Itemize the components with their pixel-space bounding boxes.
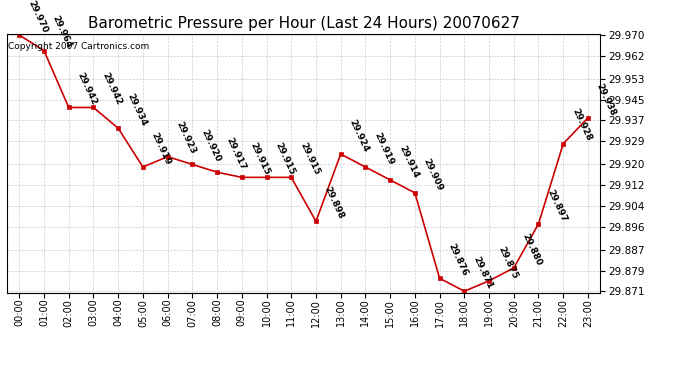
Text: 29.917: 29.917	[224, 136, 247, 171]
Text: 29.871: 29.871	[471, 255, 494, 290]
Text: 29.942: 29.942	[100, 71, 124, 107]
Title: Barometric Pressure per Hour (Last 24 Hours) 20070627: Barometric Pressure per Hour (Last 24 Ho…	[88, 16, 520, 31]
Text: 29.934: 29.934	[125, 92, 148, 128]
Text: 29.942: 29.942	[76, 71, 99, 107]
Text: 29.938: 29.938	[595, 82, 618, 117]
Text: 29.920: 29.920	[199, 128, 222, 164]
Text: 29.875: 29.875	[496, 244, 519, 280]
Text: 29.919: 29.919	[373, 131, 395, 166]
Text: 29.909: 29.909	[422, 157, 444, 192]
Text: 29.915: 29.915	[298, 141, 321, 177]
Text: 29.924: 29.924	[348, 118, 371, 153]
Text: 29.915: 29.915	[273, 141, 296, 177]
Text: 29.880: 29.880	[521, 232, 544, 267]
Text: 29.970: 29.970	[26, 0, 49, 34]
Text: 29.915: 29.915	[248, 141, 272, 177]
Text: 29.898: 29.898	[323, 185, 346, 220]
Text: 29.914: 29.914	[397, 144, 420, 179]
Text: 29.919: 29.919	[150, 131, 172, 166]
Text: 29.897: 29.897	[545, 188, 569, 223]
Text: 29.923: 29.923	[175, 120, 197, 156]
Text: 29.928: 29.928	[570, 108, 593, 143]
Text: Copyright 2007 Cartronics.com: Copyright 2007 Cartronics.com	[8, 42, 149, 51]
Text: 29.964: 29.964	[51, 14, 74, 50]
Text: 29.876: 29.876	[446, 242, 469, 278]
